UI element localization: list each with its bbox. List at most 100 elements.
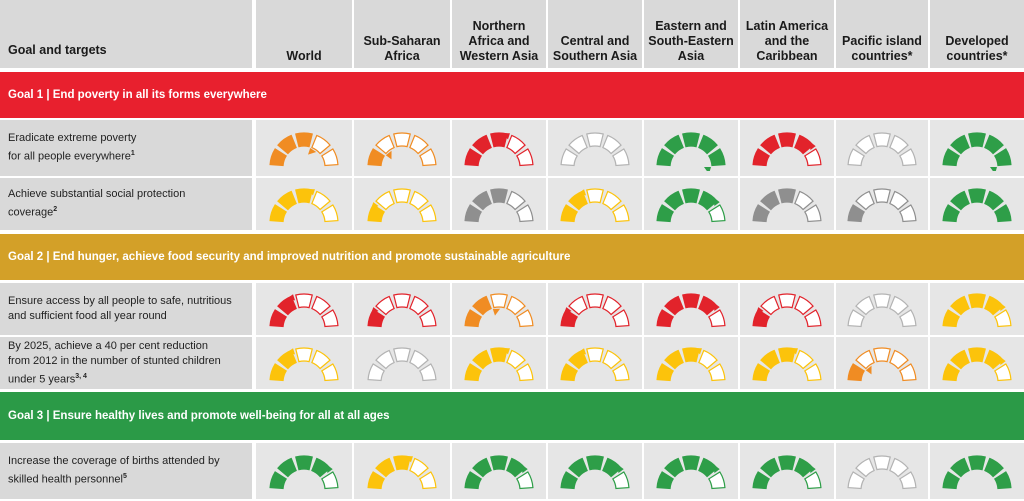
gauge-cell <box>256 120 352 176</box>
gauge-segment-filled <box>295 455 313 471</box>
trend-up-arrow-icon <box>521 464 528 473</box>
gauge-segment-filled <box>490 347 508 363</box>
gauge-segment-filled <box>367 309 386 328</box>
progress-gauge-icon <box>847 188 917 223</box>
gauge-cell <box>256 178 352 230</box>
gauge-segment-empty <box>409 457 429 478</box>
target-text-line: coverage <box>8 206 54 219</box>
trend-up-arrow-icon <box>326 464 333 473</box>
gauge-segment-filled <box>968 188 986 204</box>
trend-down-arrow-icon <box>385 150 392 160</box>
gauge-segment-filled <box>269 204 288 223</box>
region-label-line: World <box>286 49 322 63</box>
gauge-cell <box>548 337 642 389</box>
gauge-segment-empty <box>889 295 909 316</box>
gauge-segment-empty <box>794 190 814 211</box>
trend-down-arrow-icon <box>492 308 501 316</box>
progress-gauge-icon <box>269 132 339 167</box>
gauge-segment-filled <box>698 190 718 211</box>
gauge-segment-empty <box>515 471 534 490</box>
progress-gauge-icon <box>560 132 630 167</box>
gauge-segment-empty <box>847 309 866 328</box>
gauge-segment-filled <box>993 471 1012 490</box>
gauge-segment-filled <box>752 148 771 167</box>
progress-gauge-icon <box>847 293 917 328</box>
gauge-segment-empty <box>803 309 822 328</box>
gauge-segment-filled <box>472 457 492 478</box>
gauge-cell <box>644 283 738 335</box>
gauge-cell <box>740 178 834 230</box>
region-label: World <box>286 49 321 64</box>
gauge-segment-filled <box>778 347 796 363</box>
gauge-segment-empty <box>311 295 331 316</box>
gauge-segment-filled <box>993 204 1012 223</box>
gauge-cell <box>354 178 450 230</box>
goal-banner: Goal 3 | Ensure healthy lives and promot… <box>0 392 1024 440</box>
progress-gauge-icon <box>367 132 437 167</box>
gauge-segment-filled <box>568 457 588 478</box>
gauge-cell <box>548 178 642 230</box>
region-label: Northern Africa and Western Asia <box>460 19 539 64</box>
gauge-cell <box>354 120 450 176</box>
gauge-segment-filled <box>778 188 796 204</box>
gauge-segment-filled <box>490 188 508 204</box>
gauge-segment-empty <box>889 134 909 155</box>
gauge-segment-filled <box>664 349 684 370</box>
region-label: Eastern and South-Eastern Asia <box>648 19 733 64</box>
gauge-cell <box>740 443 834 499</box>
region-label-line: Asia <box>677 49 705 63</box>
gauge-segment-filled <box>942 204 961 223</box>
gauge-segment-filled <box>367 204 386 223</box>
gauge-segment-filled <box>506 457 526 478</box>
gauge-segment-filled <box>942 363 961 382</box>
region-label: Developed countries* <box>945 34 1008 64</box>
progress-gauge-icon <box>464 188 534 223</box>
gauge-cell <box>644 178 738 230</box>
progress-gauge-icon <box>560 455 630 490</box>
gauge-segment-filled <box>968 347 986 363</box>
gauge-cell <box>644 337 738 389</box>
gauge-segment-empty <box>393 293 411 309</box>
gauge-segment-filled <box>277 457 297 478</box>
gauge-segment-filled <box>752 309 771 328</box>
gauge-segment-empty <box>898 148 917 167</box>
gauge-segment-filled <box>984 295 1004 316</box>
gauge-cell <box>644 120 738 176</box>
gauge-segment-filled <box>375 457 395 478</box>
trend-up-arrow-icon <box>286 294 296 301</box>
gauge-segment-empty <box>707 471 726 490</box>
gauge-segment-filled <box>950 295 970 316</box>
gauge-cell <box>256 337 352 389</box>
gauge-cell <box>548 283 642 335</box>
gauge-segment-empty <box>778 293 796 309</box>
target-text-line: and sufficient food all year round <box>8 310 167 322</box>
gauge-segment-filled <box>950 190 970 211</box>
gauge-segment-empty <box>506 349 526 370</box>
target-text-line: Eradicate extreme poverty <box>8 132 137 145</box>
gauge-segment-empty <box>873 347 891 363</box>
region-label-line: countries* <box>851 49 913 63</box>
gauge-segment-empty <box>803 148 822 167</box>
gauge-segment-filled <box>698 295 718 316</box>
target-label: Increase the coverage of births attended… <box>0 443 252 499</box>
trend-up-arrow-icon <box>306 189 315 196</box>
column-header-region: Sub-Saharan Africa <box>354 0 450 68</box>
progress-gauge-icon <box>269 188 339 223</box>
gauge-segment-filled <box>707 148 726 167</box>
goal-title: Goal 3 | Ensure healthy lives and promot… <box>8 410 390 422</box>
gauge-segment-empty <box>375 295 395 316</box>
gauge-cell <box>740 120 834 176</box>
gauge-segment-empty <box>873 455 891 471</box>
gauge-segment-filled <box>367 471 386 490</box>
progress-gauge-icon <box>752 132 822 167</box>
gauge-segment-filled <box>656 309 675 328</box>
gauge-segment-filled <box>367 148 386 167</box>
gauge-cell <box>354 337 450 389</box>
gauge-segment-filled <box>464 204 483 223</box>
gauge-segment-filled <box>968 293 986 309</box>
gauge-segment-empty <box>320 148 339 167</box>
progress-gauge-icon <box>656 132 726 171</box>
gauge-segment-filled <box>664 295 684 316</box>
progress-gauge-icon <box>942 188 1012 223</box>
